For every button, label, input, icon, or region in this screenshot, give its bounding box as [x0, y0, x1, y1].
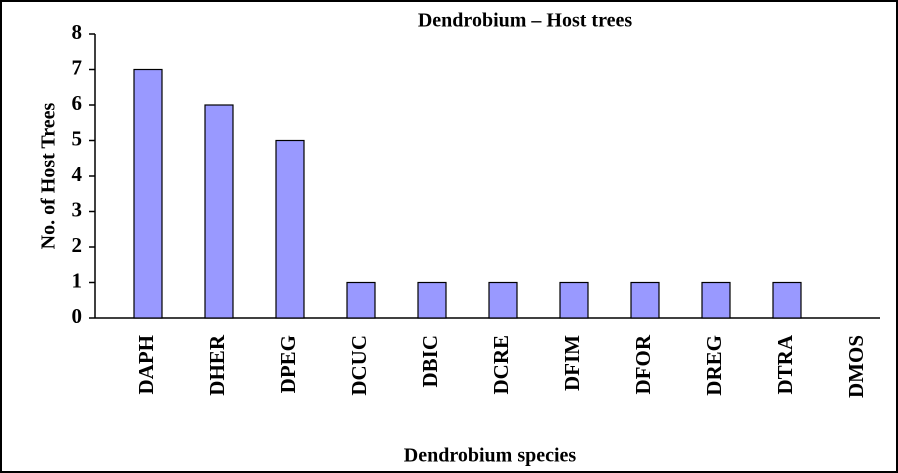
bar	[488, 281, 518, 319]
y-tick-label: 4	[72, 162, 83, 186]
x-tick-label: DAPH	[134, 335, 158, 395]
y-tick-label: 3	[72, 197, 83, 221]
x-tick-label: DBIC	[418, 335, 442, 388]
x-tick-label: DPEG	[276, 335, 300, 393]
y-tick-label: 2	[72, 233, 83, 257]
bar	[133, 68, 163, 319]
y-axis-label: No. of Host Trees	[38, 102, 60, 249]
bar	[772, 281, 802, 319]
y-tick-label: 6	[72, 91, 83, 115]
chart-title: Dendrobium – Host trees	[418, 10, 632, 32]
bar	[346, 281, 376, 319]
y-tick-label: 7	[72, 55, 83, 79]
x-tick-label: DREG	[702, 335, 726, 396]
y-tick-label: 0	[72, 304, 83, 328]
bar	[417, 281, 447, 319]
bar	[204, 104, 234, 319]
bar	[630, 281, 660, 319]
x-tick-label: DHER	[205, 334, 229, 396]
x-tick-label: DCUC	[347, 335, 371, 396]
x-tick-label: DFOR	[631, 334, 655, 394]
x-axis-label: Dendrobium species	[404, 445, 577, 467]
y-tick-label: 1	[72, 268, 83, 292]
x-tick-label: DTRA	[773, 334, 797, 394]
bar	[701, 281, 731, 319]
bar	[559, 281, 589, 319]
y-tick-label: 8	[72, 20, 83, 44]
y-tick-label: 5	[72, 126, 83, 150]
bar	[275, 139, 305, 319]
x-tick-label: DFIM	[560, 335, 584, 391]
x-tick-label: DMOS	[844, 335, 868, 398]
x-tick-label: DCRE	[489, 335, 513, 395]
